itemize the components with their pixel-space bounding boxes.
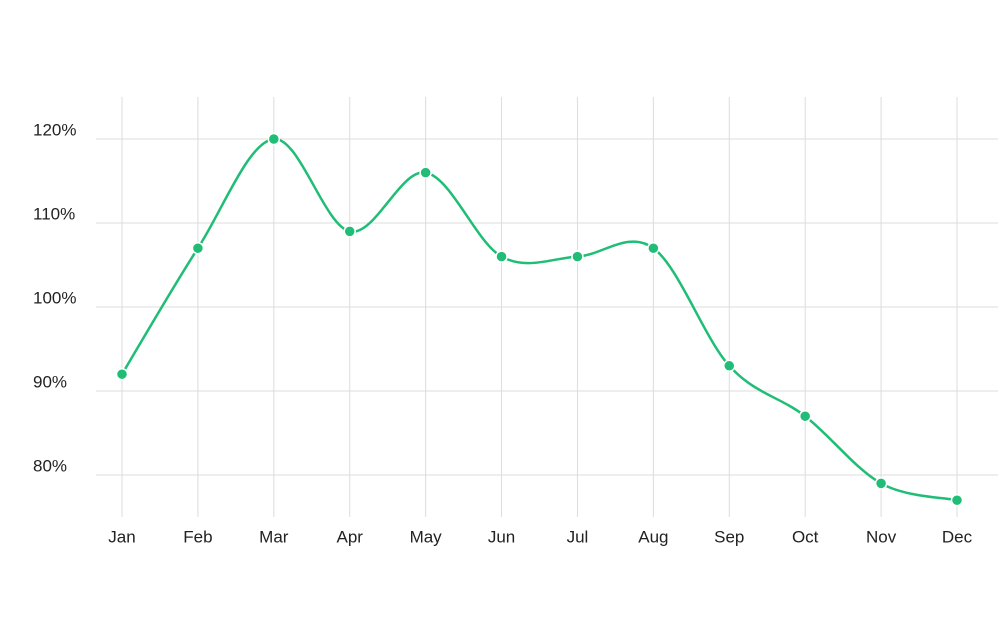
- x-tick-label: Nov: [866, 527, 897, 546]
- x-tick-label: Oct: [792, 527, 819, 546]
- x-tick-label: Jul: [567, 527, 589, 546]
- y-tick-label: 100%: [33, 288, 76, 307]
- y-tick-label: 80%: [33, 456, 67, 475]
- x-tick-label: Apr: [336, 527, 363, 546]
- point: [115, 367, 129, 381]
- x-tick-label: Dec: [942, 527, 973, 546]
- point: [647, 241, 660, 255]
- x-tick-label: May: [410, 527, 443, 546]
- y-tick-label: 90%: [33, 372, 67, 391]
- y-tick-label: 120%: [33, 120, 76, 139]
- x-tick-label: Jan: [108, 527, 135, 546]
- x-tick-label: Feb: [183, 527, 212, 546]
- y-tick-label: 110%: [33, 204, 75, 223]
- point: [723, 359, 736, 373]
- point: [874, 477, 888, 490]
- x-tick-label: Aug: [638, 527, 668, 546]
- point: [191, 241, 205, 255]
- x-tick-label: Jun: [488, 527, 515, 546]
- x-tick-label: Mar: [259, 527, 289, 546]
- point: [419, 166, 432, 179]
- point: [798, 409, 812, 423]
- point: [267, 132, 281, 146]
- x-tick-label: Sep: [714, 527, 744, 546]
- point: [343, 225, 356, 238]
- line: [120, 137, 958, 502]
- point: [950, 493, 964, 507]
- point: [571, 250, 584, 263]
- point: [495, 250, 508, 263]
